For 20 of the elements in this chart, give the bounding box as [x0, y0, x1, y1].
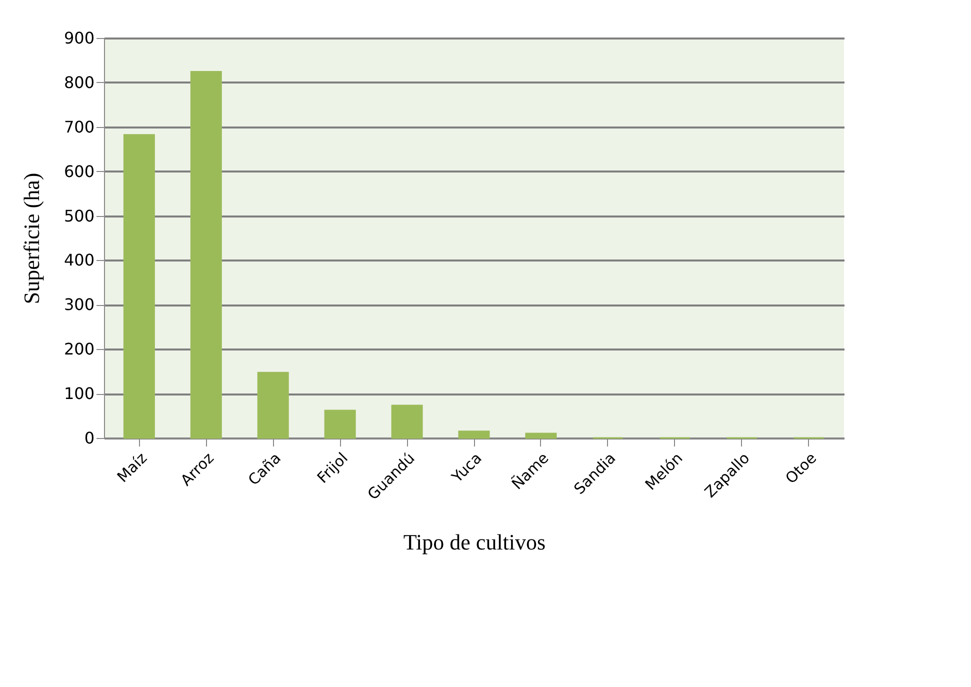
y-tick-label: 500: [64, 206, 94, 226]
y-tick-label: 100: [64, 384, 94, 404]
y-axis-title: Superficie (ha): [18, 172, 44, 304]
y-tick-label: 300: [64, 295, 94, 314]
bar: [391, 404, 423, 439]
y-tick-label: 200: [64, 340, 94, 359]
bar: [458, 430, 490, 439]
y-tick-label: 700: [64, 117, 94, 136]
x-tick-label: Yuca: [448, 449, 486, 487]
bar: [257, 372, 289, 439]
x-axis-title: Tipo de cultivos: [403, 530, 546, 555]
bar: [190, 71, 222, 439]
bar: [123, 134, 155, 439]
bar: [525, 432, 557, 439]
y-tick-label: 600: [64, 162, 94, 181]
y-tick-label: 0: [84, 428, 94, 448]
bar: [324, 410, 356, 439]
y-tick-label: 900: [64, 28, 94, 48]
y-tick-label: 800: [64, 72, 94, 92]
y-tick-label: 400: [64, 250, 94, 270]
